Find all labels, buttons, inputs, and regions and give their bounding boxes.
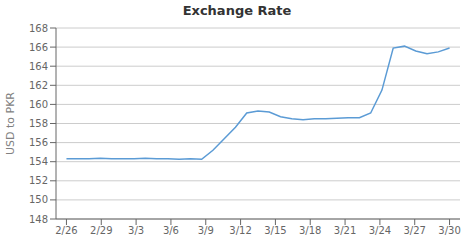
svg-text:3/12: 3/12 [229, 225, 251, 236]
svg-text:2/26: 2/26 [55, 225, 77, 236]
svg-text:158: 158 [29, 118, 48, 129]
svg-text:USD to PKR: USD to PKR [8, 92, 17, 155]
svg-text:150: 150 [29, 194, 48, 205]
svg-text:3/30: 3/30 [438, 225, 460, 236]
html-text:Exchange Rate: Exchange Rate [182, 3, 292, 18]
svg-text:3/18: 3/18 [299, 225, 321, 236]
svg-text:164: 164 [29, 61, 48, 72]
svg-text:154: 154 [29, 156, 48, 167]
svg-text:3/27: 3/27 [403, 225, 425, 236]
svg-text:3/15: 3/15 [264, 225, 286, 236]
svg-text:160: 160 [29, 99, 48, 110]
svg-text:3/9: 3/9 [198, 225, 214, 236]
svg-text:152: 152 [29, 175, 48, 186]
svg-text:3/6: 3/6 [163, 225, 179, 236]
svg-text:3/3: 3/3 [128, 225, 144, 236]
svg-text:166: 166 [29, 42, 48, 53]
svg-text:148: 148 [29, 214, 48, 225]
svg-text:168: 168 [29, 23, 48, 34]
svg-text:3/24: 3/24 [369, 225, 391, 236]
svg-text:156: 156 [29, 137, 48, 148]
svg-text:3/21: 3/21 [334, 225, 356, 236]
svg-text:2/29: 2/29 [90, 225, 112, 236]
svg-text:162: 162 [29, 80, 48, 91]
